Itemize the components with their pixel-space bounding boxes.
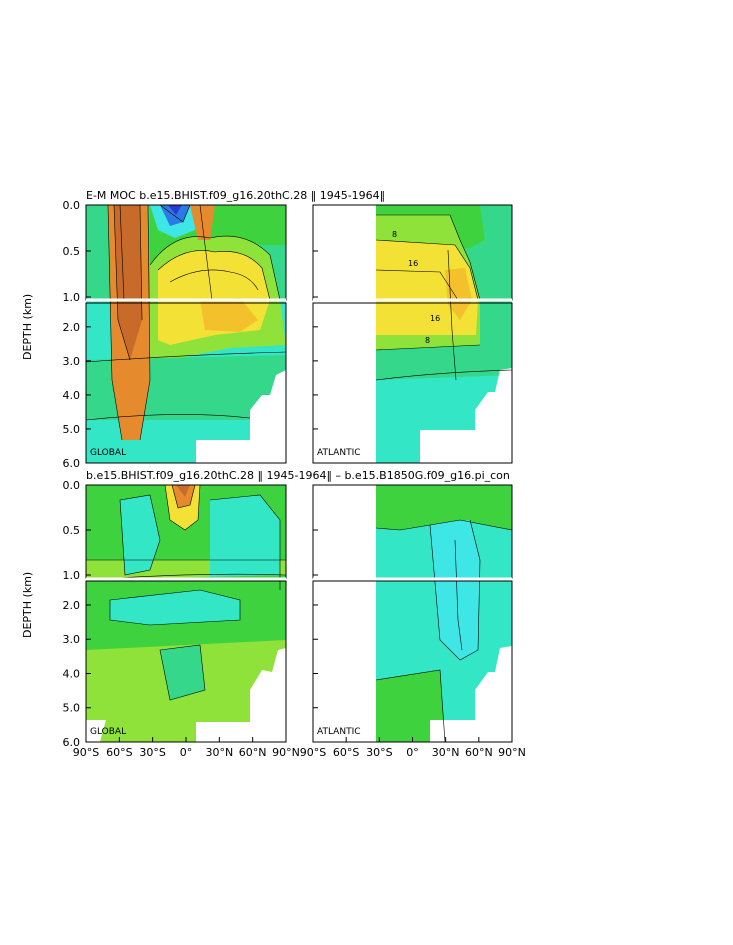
ytick-label: 1.0: [63, 291, 81, 304]
panel-top-atlantic: 8 16 16 8: [313, 205, 512, 463]
xtick-label: 90°N: [272, 746, 300, 759]
ytick-label: 4.0: [63, 667, 81, 680]
xtick-label: 30°S: [366, 746, 392, 759]
top-ylabel: DEPTH (km): [21, 294, 34, 360]
ytick-label: 3.0: [63, 355, 81, 368]
xtick-label: 60°S: [333, 746, 359, 759]
xtick-label: 90°S: [73, 746, 99, 759]
region-label-global-top: GLOBAL: [90, 448, 126, 458]
svg-text:16: 16: [408, 259, 418, 268]
ytick-label: 0.5: [63, 524, 81, 537]
svg-text:8: 8: [425, 336, 430, 345]
top-figure-title: E-M MOC b.e15.BHIST.f09_g16.20thC.28 ‖ 1…: [86, 189, 385, 202]
xtick-label: 60°N: [239, 746, 267, 759]
ytick-label: 2.0: [63, 321, 81, 334]
xtick-label: 30°N: [205, 746, 233, 759]
xtick-label: 0°: [180, 746, 193, 759]
panel-top-global: [86, 205, 286, 463]
region-label-atlantic-bottom: ATLANTIC: [317, 727, 361, 737]
ytick-label: 4.0: [63, 389, 81, 402]
ytick-label: 3.0: [63, 633, 81, 646]
xtick-label: 30°N: [432, 746, 460, 759]
bottom-ylabel: DEPTH (km): [21, 572, 34, 638]
xtick-label: 60°N: [465, 746, 493, 759]
ytick-label: 5.0: [63, 423, 81, 436]
ytick-label: 6.0: [63, 457, 81, 470]
panel-top-atlantic-lower-frame: [312, 302, 513, 464]
panel-bottom-atlantic: [313, 485, 512, 742]
svg-text:16: 16: [430, 314, 440, 323]
axis-ticks: 0.0 0.5 1.0 2.0 3.0 4.0 5.0 6.0 0.0 0.5 1.0 2.0 3.0 4…: [63, 199, 526, 759]
svg-text:8: 8: [392, 230, 397, 239]
xtick-label: 0°: [406, 746, 419, 759]
ytick-label: 2.0: [63, 599, 81, 612]
panel-top-global-lower-frame: [85, 302, 287, 464]
xtick-label: 90°S: [300, 746, 326, 759]
xtick-label: 90°N: [498, 746, 526, 759]
ytick-label: 0.0: [63, 199, 81, 212]
region-label-global-bottom: GLOBAL: [90, 727, 126, 737]
ytick-label: 0.0: [63, 479, 81, 492]
xtick-label: 30°S: [139, 746, 165, 759]
ytick-label: 0.5: [63, 245, 81, 258]
bottom-figure-title: b.e15.BHIST.f09_g16.20thC.28 ‖ 1945-1964…: [86, 469, 510, 482]
panel-bottom-global: [86, 485, 286, 742]
region-label-atlantic-top: ATLANTIC: [317, 448, 361, 458]
ytick-label: 5.0: [63, 702, 81, 715]
ytick-label: 6.0: [63, 736, 81, 749]
xtick-label: 60°S: [106, 746, 132, 759]
ytick-label: 1.0: [63, 569, 81, 582]
